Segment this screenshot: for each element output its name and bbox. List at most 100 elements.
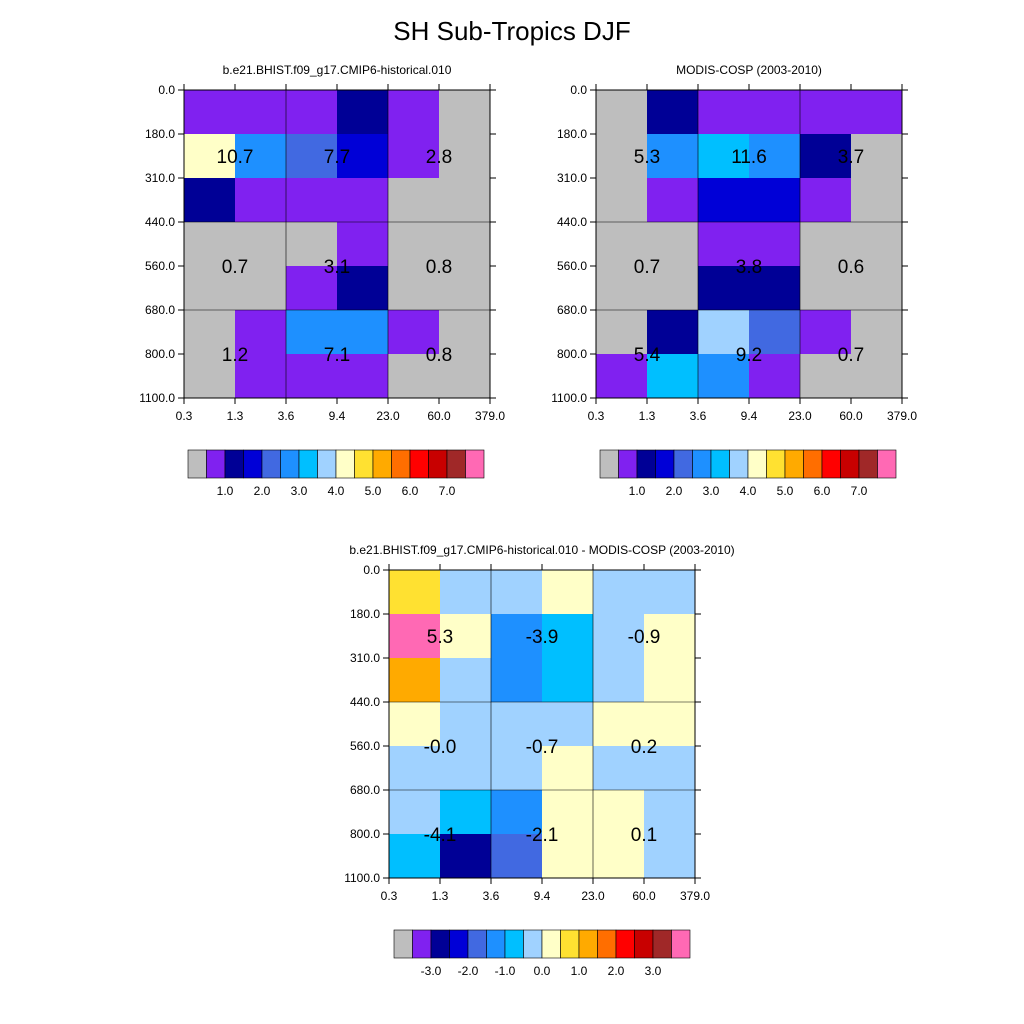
model-cell-r6-c1 <box>235 354 286 398</box>
obs-cell-r1-c1 <box>647 134 698 178</box>
diff-cell-r1-c2 <box>491 614 542 658</box>
model-xtick-label: 379.0 <box>475 409 505 423</box>
obs-colorbar-swatch <box>784 449 804 479</box>
obs-cell-r0-c1 <box>647 90 698 134</box>
model-cell-r2-c2 <box>286 178 337 222</box>
diff-cell-r5-c3 <box>542 790 593 834</box>
model-colorbar-swatch <box>391 449 411 479</box>
obs-colorbar-swatch <box>618 449 638 479</box>
model-cell-r6-c0 <box>184 354 235 398</box>
obs-box-value: 11.6 <box>731 147 767 168</box>
diff-xtick-label: 0.3 <box>381 889 398 903</box>
obs-cell-r2-c1 <box>647 178 698 222</box>
diff-colorbar-swatch <box>449 929 469 959</box>
obs-cell-r1-c3 <box>749 134 800 178</box>
obs-cell-r3-c1 <box>647 222 698 266</box>
model-box-value: 1.2 <box>222 345 248 366</box>
obs-panel: MODIS-COSP (2003-2010) 0.3 1.3 3.6 9.4 23.0 60… <box>551 63 917 498</box>
diff-colorbar-swatch <box>634 929 654 959</box>
diff-colorbar-swatch <box>467 929 487 959</box>
diff-box-value: -2.1 <box>526 825 559 846</box>
model-ytick-label: 1100.0 <box>139 391 175 405</box>
obs-cell-r0-c0 <box>596 90 647 134</box>
obs-colorbar-swatch <box>747 449 767 479</box>
obs-cell-r5-c3 <box>749 310 800 354</box>
model-cell-r0-c5 <box>439 90 490 134</box>
model-ytick-label: 800.0 <box>145 347 175 361</box>
obs-xtick-label: 3.6 <box>690 409 707 423</box>
diff-cell-r5-c1 <box>440 790 491 834</box>
diff-cell-r6-c3 <box>542 834 593 878</box>
model-panel: b.e21.BHIST.f09_g17.CMIP6-historical.010… <box>139 63 505 498</box>
diff-cell-r2-c5 <box>644 658 695 702</box>
diff-colorbar-swatch <box>486 929 506 959</box>
diff-cell-r1-c4 <box>593 614 644 658</box>
obs-ytick-label: 180.0 <box>557 127 587 141</box>
obs-colorbar-swatch <box>673 449 693 479</box>
diff-box-value: -4.1 <box>424 825 457 846</box>
diff-xtick-label: 379.0 <box>680 889 710 903</box>
obs-cell-r2-c3 <box>749 178 800 222</box>
diff-cell-r6-c5 <box>644 834 695 878</box>
obs-cell-r4-c1 <box>647 266 698 310</box>
diff-cell-r5-c2 <box>491 790 542 834</box>
obs-cell-r4-c4 <box>800 266 851 310</box>
model-ytick-label: 680.0 <box>145 303 175 317</box>
obs-ytick-label: 560.0 <box>557 259 587 273</box>
diff-ytick-label: 180.0 <box>350 607 380 621</box>
model-cell-r3-c0 <box>184 222 235 266</box>
model-cell-r4-c1 <box>235 266 286 310</box>
diff-colorbar-swatch <box>430 929 450 959</box>
model-cell-r0-c1 <box>235 90 286 134</box>
obs-cell-r5-c4 <box>800 310 851 354</box>
diff-cell-r5-c4 <box>593 790 644 834</box>
diff-cell-r1-c5 <box>644 614 695 658</box>
diff-cell-r6-c4 <box>593 834 644 878</box>
diff-cell-r5-c0 <box>389 790 440 834</box>
diff-colorbar-label: 3.0 <box>645 964 662 978</box>
diff-colorbar-label: -2.0 <box>458 964 479 978</box>
obs-colorbar-swatch <box>655 449 675 479</box>
model-colorbar-swatch <box>206 449 226 479</box>
model-cell-r5-c0 <box>184 310 235 354</box>
diff-cell-r3-c4 <box>593 702 644 746</box>
diff-cell-r0-c5 <box>644 570 695 614</box>
model-xtick-label: 9.4 <box>329 409 346 423</box>
model-colorbar-label: 6.0 <box>402 484 419 498</box>
model-cell-r5-c4 <box>388 310 439 354</box>
model-xtick-label: 60.0 <box>427 409 451 423</box>
diff-cell-r2-c0 <box>389 658 440 702</box>
diff-colorbar-swatch <box>652 929 672 959</box>
obs-cell-r1-c5 <box>851 134 902 178</box>
model-box-value: 3.1 <box>324 257 350 278</box>
obs-colorbar-swatch <box>636 449 656 479</box>
obs-cell-r2-c5 <box>851 178 902 222</box>
diff-colorbar-swatch <box>541 929 561 959</box>
obs-box-value: 9.2 <box>736 345 762 366</box>
model-cell-r5-c5 <box>439 310 490 354</box>
model-colorbar-label: 2.0 <box>254 484 271 498</box>
model-cell-r1-c2 <box>286 134 337 178</box>
model-cell-r2-c5 <box>439 178 490 222</box>
obs-cell-r3-c3 <box>749 222 800 266</box>
diff-cell-r5-c5 <box>644 790 695 834</box>
model-box-value: 10.7 <box>217 147 254 168</box>
obs-xtick-label: 9.4 <box>741 409 758 423</box>
diff-cell-r4-c2 <box>491 746 542 790</box>
obs-cell-r6-c5 <box>851 354 902 398</box>
obs-cell-r0-c3 <box>749 90 800 134</box>
obs-cell-r3-c4 <box>800 222 851 266</box>
diff-xtick-label: 1.3 <box>432 889 449 903</box>
model-colorbar-swatch <box>354 449 374 479</box>
diff-cell-r0-c4 <box>593 570 644 614</box>
obs-cell-r5-c5 <box>851 310 902 354</box>
model-xtick-label: 0.3 <box>176 409 193 423</box>
obs-colorbar-swatch <box>710 449 730 479</box>
obs-cell-r2-c2 <box>698 178 749 222</box>
obs-colorbar-swatch <box>840 449 860 479</box>
diff-cell-r2-c4 <box>593 658 644 702</box>
diff-box-value: -0.9 <box>628 627 661 648</box>
obs-ytick-label: 800.0 <box>557 347 587 361</box>
diff-xtick-label: 23.0 <box>581 889 605 903</box>
diff-xtick-label: 60.0 <box>632 889 656 903</box>
